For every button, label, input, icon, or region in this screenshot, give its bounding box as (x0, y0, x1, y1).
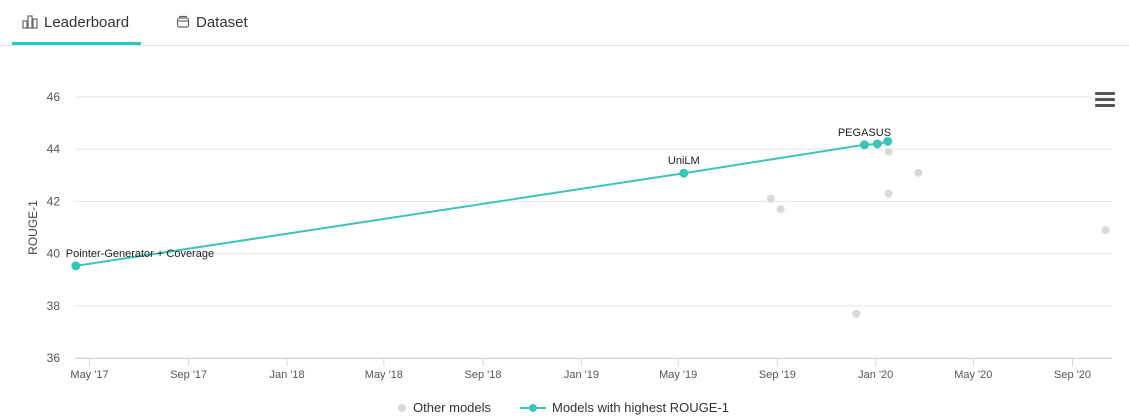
legend-marker-other (398, 403, 406, 412)
x-tick-label: Sep '17 (170, 369, 207, 381)
point-label: UniLM (668, 155, 700, 167)
best-model-point (679, 168, 689, 178)
best-model-point (859, 140, 869, 150)
chart-legend: Other models Models with highest ROUGE-1 (0, 398, 1129, 418)
y-tick-label: 42 (47, 194, 61, 208)
x-tick-label: May '19 (659, 369, 697, 381)
x-tick-label: May '18 (365, 369, 403, 381)
point-label: PEGASUS (838, 127, 891, 139)
y-tick-label: 38 (47, 299, 61, 313)
legend-label-other: Other models (413, 400, 492, 415)
bar-chart-icon (22, 15, 38, 29)
chart-menu-button[interactable] (1095, 92, 1115, 108)
x-tick-label: Sep '19 (759, 369, 796, 381)
y-tick-label: 44 (47, 142, 61, 156)
other-model-point (884, 147, 893, 156)
x-tick-label: Sep '20 (1054, 369, 1091, 381)
legend-item-best-models[interactable]: Models with highest ROUGE-1 (520, 400, 729, 415)
best-model-point (71, 261, 81, 271)
tab-dataset-label: Dataset (196, 13, 248, 31)
chart-point-labels: Pointer-Generator + Coverage UniLM PEGASUS (66, 127, 891, 260)
tab-dataset[interactable]: Dataset (176, 0, 248, 44)
y-tick-label: 36 (47, 351, 61, 365)
other-model-point (766, 194, 775, 203)
tab-leaderboard[interactable]: Leaderboard (12, 0, 141, 44)
database-icon (176, 15, 190, 29)
legend-item-other-models[interactable]: Other models (397, 400, 491, 415)
y-axis: 36 38 40 42 44 46 ROUGE-1 (26, 90, 60, 365)
other-model-point (1101, 226, 1110, 235)
other-model-point (914, 168, 923, 177)
other-model-point (884, 189, 893, 198)
x-axis: May '17 Sep '17 Jan '18 May '18 Sep '18 Jan '… (70, 358, 1112, 381)
best-model-point (872, 139, 882, 149)
legend-label-best: Models with highest ROUGE-1 (552, 400, 730, 415)
y-tick-label: 46 (47, 90, 61, 104)
x-tick-label: Jan '20 (858, 369, 893, 381)
tab-bar: Leaderboard Dataset (0, 0, 1129, 46)
x-tick-label: Jan '18 (270, 369, 305, 381)
chart-gridlines (75, 96, 1112, 359)
y-tick-label: 40 (47, 247, 61, 261)
chart-marks (71, 136, 1110, 318)
other-model-point (776, 205, 785, 214)
point-label: Pointer-Generator + Coverage (66, 248, 214, 260)
best-model-point (883, 136, 893, 146)
active-tab-indicator (12, 42, 141, 45)
y-axis-title: ROUGE-1 (26, 200, 40, 255)
x-tick-label: Sep '18 (465, 369, 502, 381)
other-model-point (852, 309, 861, 318)
x-tick-label: Jan '19 (564, 369, 599, 381)
x-tick-label: May '17 (70, 369, 108, 381)
legend-marker-best (520, 403, 546, 412)
tab-leaderboard-label: Leaderboard (44, 13, 130, 31)
x-tick-label: May '20 (954, 369, 992, 381)
